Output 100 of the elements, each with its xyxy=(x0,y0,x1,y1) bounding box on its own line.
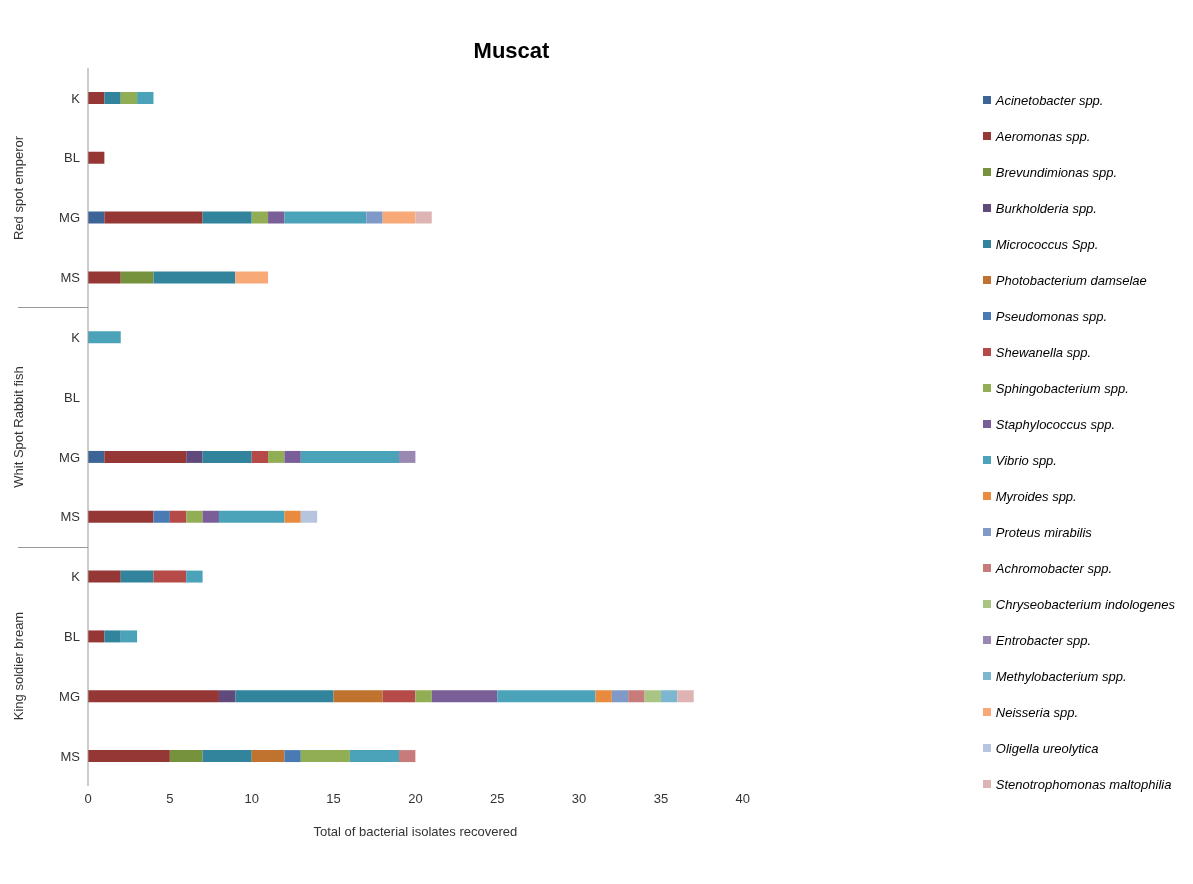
bar xyxy=(153,510,170,523)
bar xyxy=(218,690,236,703)
legend-label: Burkholderia spp. xyxy=(995,200,1097,216)
bar xyxy=(88,331,121,344)
bar xyxy=(497,690,596,703)
bar xyxy=(382,211,416,224)
bar xyxy=(644,690,661,703)
x-tick-label: 25 xyxy=(490,791,505,807)
bar xyxy=(268,211,285,224)
y-tick-label: MS xyxy=(60,509,81,525)
bar xyxy=(611,690,629,703)
text: Whit Spot Rabbit fish xyxy=(10,366,26,488)
y-tick-label: K xyxy=(71,329,81,345)
bar xyxy=(284,510,301,523)
y-tick-label: MG xyxy=(59,688,80,704)
bar xyxy=(120,91,138,104)
legend-label: Micrococcus Spp. xyxy=(995,236,1099,252)
x-tick-label: 30 xyxy=(571,791,587,807)
bar xyxy=(382,690,416,703)
legend-label: Chryseobacterium indologenes xyxy=(995,596,1175,612)
bar xyxy=(251,211,269,224)
bar xyxy=(88,630,105,643)
bar xyxy=(268,450,285,463)
bar xyxy=(137,91,154,104)
legend-label: Acinetobacter spp. xyxy=(995,92,1104,108)
legend-label: Stenotrophomonas maltophilia xyxy=(995,776,1172,792)
bar xyxy=(88,690,219,703)
text: Red spot emperor xyxy=(10,135,26,240)
bar xyxy=(333,690,383,703)
x-tick-label: 5 xyxy=(166,791,174,807)
bar xyxy=(660,690,678,703)
bar xyxy=(186,570,203,583)
bar xyxy=(431,690,498,703)
bar xyxy=(202,211,252,224)
y-tick-label: BL xyxy=(64,150,80,166)
bar xyxy=(104,91,121,104)
bar xyxy=(120,271,154,284)
y-tick-label: K xyxy=(71,569,81,585)
bar xyxy=(349,750,400,763)
bar xyxy=(169,510,187,523)
bar xyxy=(88,91,105,104)
x-tick-label: 15 xyxy=(326,791,341,807)
bar xyxy=(235,271,269,284)
bar xyxy=(120,570,154,583)
bar xyxy=(120,630,138,643)
legend-label: Photobacterium damselae xyxy=(995,272,1147,288)
legend-label: Pseudomonas spp. xyxy=(995,308,1108,324)
x-tick-label: 35 xyxy=(653,791,669,807)
legend-label: Sphingobacterium spp. xyxy=(995,380,1129,396)
bar xyxy=(300,750,350,763)
legend-label: Staphylococcus spp. xyxy=(995,416,1116,432)
bar xyxy=(202,750,252,763)
bar xyxy=(284,750,301,763)
legend-label: Entrobacter spp. xyxy=(995,632,1092,648)
x-tick-label: 10 xyxy=(244,791,259,807)
bar xyxy=(366,211,383,224)
x-tick-label: 20 xyxy=(408,791,423,807)
bar xyxy=(88,271,121,284)
chart-title: Muscat xyxy=(472,38,551,64)
bar xyxy=(88,450,105,463)
bar xyxy=(251,750,285,763)
bar xyxy=(235,690,334,703)
bar xyxy=(104,450,187,463)
legend-label: Oligella ureolytica xyxy=(995,740,1099,756)
text: King soldier bream xyxy=(10,612,26,721)
bar xyxy=(300,510,318,523)
bar xyxy=(284,211,367,224)
bar xyxy=(415,690,432,703)
bar xyxy=(88,570,121,583)
legend-label: Brevundimionas spp. xyxy=(995,164,1118,180)
bar xyxy=(186,450,203,463)
bar xyxy=(153,570,187,583)
y-tick-label: MS xyxy=(60,748,81,764)
x-tick-label: 0 xyxy=(84,791,92,807)
legend-label: Vibrio spp. xyxy=(995,452,1057,468)
bar xyxy=(399,750,416,763)
x-tick-label: 40 xyxy=(735,791,751,807)
bar xyxy=(284,450,301,463)
bar xyxy=(595,690,612,703)
bar xyxy=(251,450,269,463)
bar xyxy=(202,450,252,463)
bar xyxy=(415,211,432,224)
bar xyxy=(88,750,170,763)
legend-label: Achromobacter spp. xyxy=(995,560,1113,576)
y-tick-label: MG xyxy=(59,449,80,465)
bar xyxy=(169,750,203,763)
bar xyxy=(88,211,105,224)
legend-label: Myroides spp. xyxy=(995,488,1077,504)
legend-label: Shewanella spp. xyxy=(995,344,1092,360)
bar xyxy=(628,690,645,703)
bar xyxy=(88,510,154,523)
y-tick-label: BL xyxy=(64,629,80,645)
legend-label: Aeromonas spp. xyxy=(995,128,1091,144)
legend-label: Methylobacterium spp. xyxy=(995,668,1127,684)
bar xyxy=(677,690,694,703)
bar xyxy=(104,211,203,224)
bar xyxy=(186,510,203,523)
bar xyxy=(218,510,285,523)
bar xyxy=(104,630,121,643)
y-tick-label: MS xyxy=(60,270,81,286)
